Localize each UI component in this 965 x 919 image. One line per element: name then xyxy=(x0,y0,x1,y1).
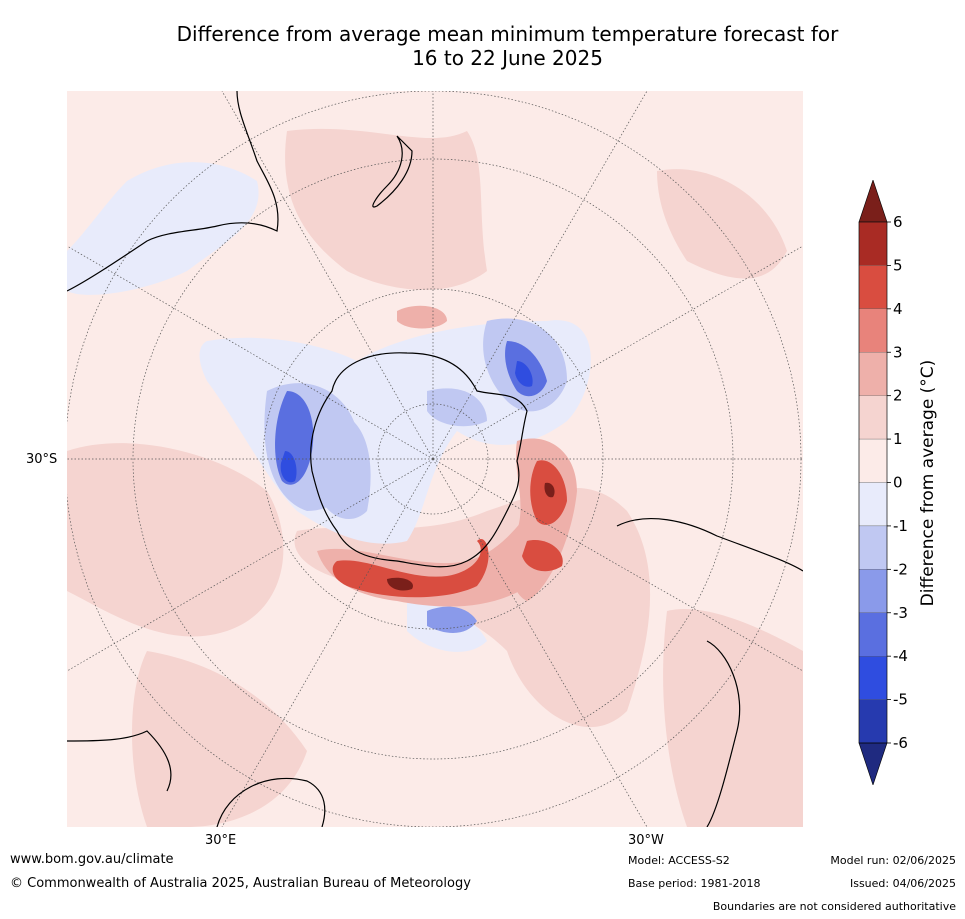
colorbar-bands xyxy=(858,180,888,785)
colorbar-tick-label: 4 xyxy=(893,300,903,318)
colorbar-band xyxy=(858,221,888,266)
colorbar-band xyxy=(858,482,888,527)
footer-base-period: Base period: 1981-2018 xyxy=(628,877,761,890)
footer-issued: Issued: 04/06/2025 xyxy=(849,877,956,890)
colorbar-tick-label: -1 xyxy=(893,517,908,535)
colorbar-band xyxy=(858,612,888,657)
footer-model: Model: ACCESS-S2 xyxy=(628,854,730,867)
lat-label-30s: 30°S xyxy=(26,452,58,467)
lon-label-30e: 30°E xyxy=(205,833,237,848)
colorbar-tick-label: 5 xyxy=(893,256,903,274)
chart-title-line-1: Difference from average mean minimum tem… xyxy=(176,22,839,46)
colorbar-band xyxy=(858,569,888,613)
colorbar-band xyxy=(858,308,888,353)
colorbar-tick-label: -6 xyxy=(893,734,908,752)
lon-label-30w: 30°W xyxy=(628,833,664,848)
colorbar-tick-label: -4 xyxy=(893,647,908,665)
graticule xyxy=(67,91,803,827)
colorbar-band xyxy=(858,395,888,440)
polar-temperature-map xyxy=(67,91,803,827)
coastlines xyxy=(67,91,803,827)
colorbar-band xyxy=(858,352,888,396)
footer-disclaimer: Boundaries are not considered authoritat… xyxy=(712,900,956,913)
colorbar-tick-label: -2 xyxy=(893,560,908,578)
colorbar-extend-max xyxy=(858,180,888,223)
chart-title-line-2: 16 to 22 June 2025 xyxy=(412,46,603,70)
colorbar-extend-min xyxy=(858,742,888,785)
colorbar-band xyxy=(858,699,888,744)
colorbar-band xyxy=(858,438,888,483)
colorbar: 6 5 4 3 2 1 0 -1 -2 -3 -4 -5 -6 xyxy=(858,180,908,785)
colorbar-tick-label: 3 xyxy=(893,343,903,361)
colorbar-ticks: 6 5 4 3 2 1 0 -1 -2 -3 -4 -5 -6 xyxy=(887,213,908,752)
warm-anomaly-5-6 xyxy=(387,482,555,591)
colorbar-label: Difference from average (°C) xyxy=(918,359,938,607)
colorbar-tick-label: 6 xyxy=(893,213,903,231)
colorbar-tick-label: -3 xyxy=(893,604,908,622)
colorbar-tick-label: 1 xyxy=(893,430,903,448)
colorbar-tick-label: 0 xyxy=(893,474,903,492)
colorbar-band xyxy=(858,265,888,309)
colorbar-band xyxy=(858,525,888,570)
footer-copyright: © Commonwealth of Australia 2025, Austra… xyxy=(10,876,471,891)
footer-website[interactable]: www.bom.gov.au/climate xyxy=(10,852,174,867)
colorbar-band xyxy=(858,656,888,700)
colorbar-tick-label: -5 xyxy=(893,691,908,709)
colorbar-tick-label: 2 xyxy=(893,387,903,405)
footer-model-run: Model run: 02/06/2025 xyxy=(830,854,956,867)
